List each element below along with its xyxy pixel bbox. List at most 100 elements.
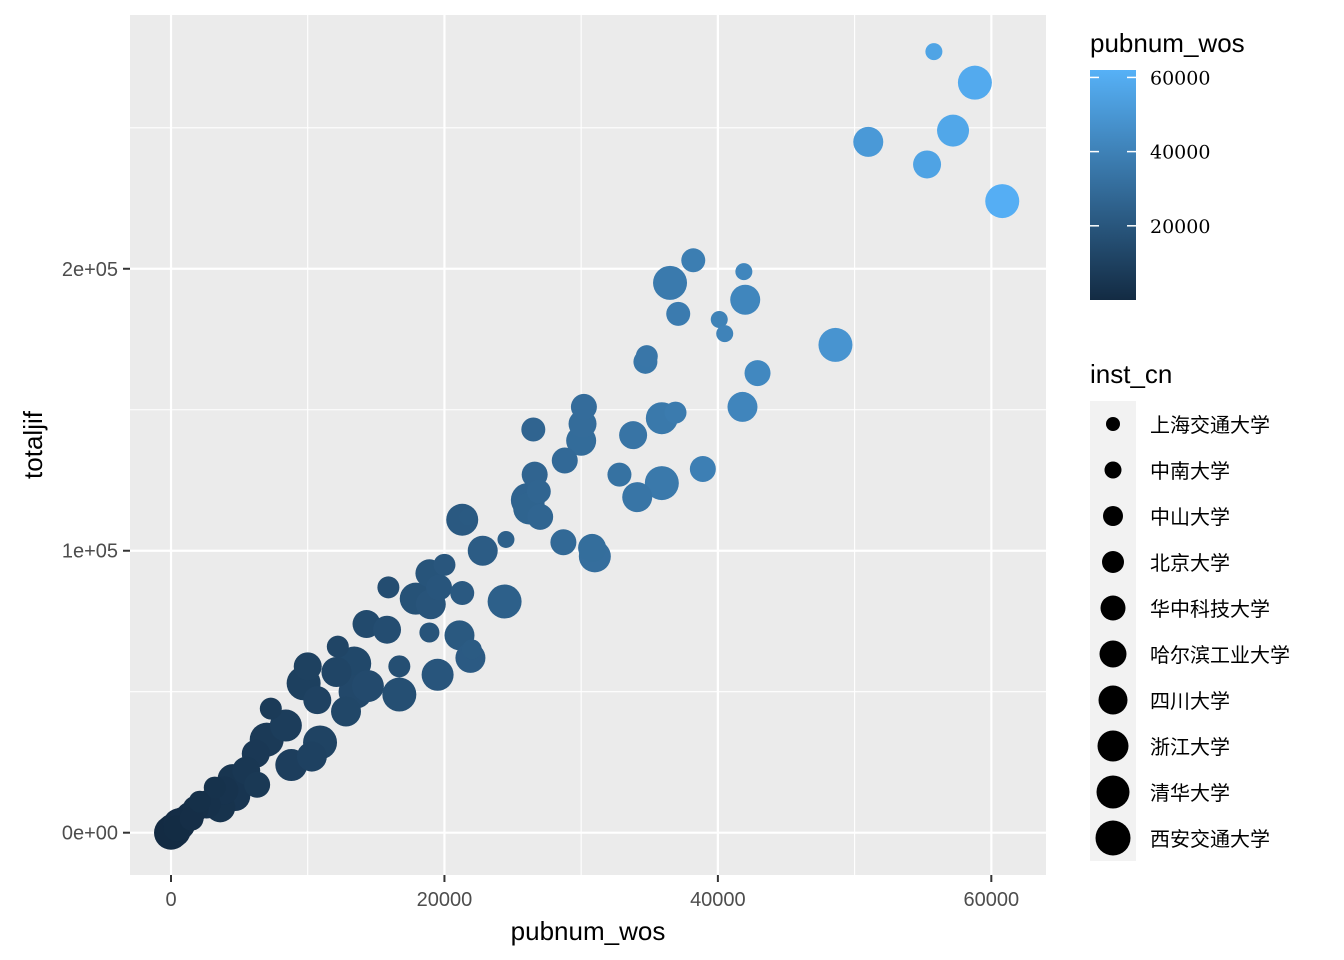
size-legend-label: 中南大学	[1150, 459, 1230, 483]
color-bar	[1090, 70, 1136, 300]
data-point	[689, 455, 716, 482]
x-tick-label: 60000	[964, 889, 1020, 911]
data-point	[570, 393, 597, 420]
x-tick-label: 40000	[690, 889, 746, 911]
size-legend-key	[1096, 775, 1130, 809]
data-point	[259, 697, 282, 720]
data-point	[331, 696, 362, 727]
size-legend-key	[1100, 595, 1126, 621]
size-legend-label: 四川大学	[1150, 689, 1230, 713]
data-point	[925, 43, 943, 61]
size-legend-key	[1099, 640, 1127, 668]
data-point	[351, 670, 384, 703]
size-legend-label: 北京大学	[1150, 551, 1230, 575]
data-point	[913, 150, 942, 179]
data-point	[188, 790, 211, 813]
y-tick-label: 1e+05	[62, 541, 118, 563]
data-point	[550, 529, 577, 556]
y-tick-label: 2e+05	[62, 259, 118, 281]
data-point	[527, 503, 554, 530]
data-point	[985, 184, 1020, 219]
size-legend-key	[1097, 730, 1129, 762]
x-axis: 0 20000 40000 60000	[165, 875, 1019, 911]
data-point	[293, 652, 322, 681]
data-point	[377, 576, 400, 599]
x-tick-label: 0	[165, 889, 176, 911]
data-point	[818, 327, 853, 362]
color-bar-ticks: 20000 40000 60000	[1090, 67, 1210, 238]
x-axis-title: pubnum_wos	[511, 916, 666, 946]
data-point	[450, 581, 475, 606]
color-bar-tick-label: 40000	[1150, 142, 1210, 164]
data-point	[461, 639, 482, 660]
data-point	[269, 709, 302, 742]
data-points	[154, 43, 1020, 850]
size-legend-label: 上海交通大学	[1150, 413, 1270, 437]
data-point	[727, 391, 758, 422]
data-point	[373, 615, 402, 644]
size-legend-key	[1104, 461, 1122, 479]
data-point	[419, 622, 440, 643]
size-legend-label: 中山大学	[1150, 505, 1230, 529]
data-point	[619, 421, 648, 450]
data-point	[730, 284, 761, 315]
data-point	[388, 655, 411, 678]
grid-major	[130, 15, 1046, 875]
size-legend-key	[1095, 820, 1131, 856]
data-point	[666, 301, 691, 326]
color-legend: pubnum_wos 20000 40000 60000	[1090, 28, 1245, 300]
size-legend-title: inst_cn	[1090, 359, 1172, 389]
color-legend-title: pubnum_wos	[1090, 28, 1245, 58]
size-legend-key	[1106, 417, 1120, 431]
data-point	[635, 345, 658, 368]
size-legend-key	[1098, 685, 1128, 715]
size-legend-key	[1102, 551, 1124, 573]
data-point	[425, 574, 452, 601]
data-point	[521, 417, 546, 442]
y-tick-label: 0e+00	[62, 823, 118, 845]
data-point	[487, 584, 522, 619]
x-tick-label: 20000	[417, 889, 473, 911]
data-point	[644, 466, 679, 501]
color-bar-tick-label: 20000	[1150, 216, 1210, 238]
data-point	[664, 401, 687, 424]
size-legend-label: 哈尔滨工业大学	[1150, 643, 1290, 667]
size-legend-key	[1103, 506, 1123, 526]
size-legend: inst_cn 上海交通大学中南大学中山大学北京大学华中科技大学哈尔滨工业大学四…	[1090, 359, 1290, 861]
data-point	[382, 677, 417, 712]
data-point	[326, 635, 349, 658]
y-axis-title: totaljif	[18, 410, 48, 479]
data-point	[710, 311, 728, 329]
data-point	[467, 535, 498, 566]
data-point	[433, 553, 456, 576]
data-point	[244, 771, 271, 798]
size-legend-label: 华中科技大学	[1150, 597, 1270, 621]
data-point	[744, 360, 771, 387]
data-point	[937, 114, 970, 147]
data-point	[296, 741, 327, 772]
data-point	[607, 462, 632, 487]
data-point	[578, 533, 607, 562]
data-point	[853, 126, 884, 157]
data-point	[551, 447, 578, 474]
data-point	[459, 508, 477, 526]
color-bar-tick-label: 60000	[1150, 67, 1210, 89]
data-point	[303, 686, 332, 715]
size-legend-label: 浙江大学	[1150, 735, 1230, 759]
data-point	[716, 325, 734, 343]
y-axis: 0e+00 1e+05 2e+05	[62, 259, 130, 845]
data-point	[622, 482, 653, 513]
data-point	[735, 263, 753, 281]
size-legend-label: 西安交通大学	[1150, 827, 1270, 851]
data-point	[203, 776, 226, 799]
size-legend-keys: 上海交通大学中南大学中山大学北京大学华中科技大学哈尔滨工业大学四川大学浙江大学清…	[1095, 413, 1290, 856]
data-point	[321, 656, 352, 687]
data-point	[497, 530, 515, 548]
data-point	[957, 65, 992, 100]
data-point	[681, 248, 706, 273]
data-point	[526, 479, 551, 504]
data-point	[179, 806, 204, 831]
size-legend-label: 清华大学	[1150, 781, 1230, 805]
data-point	[653, 265, 688, 300]
